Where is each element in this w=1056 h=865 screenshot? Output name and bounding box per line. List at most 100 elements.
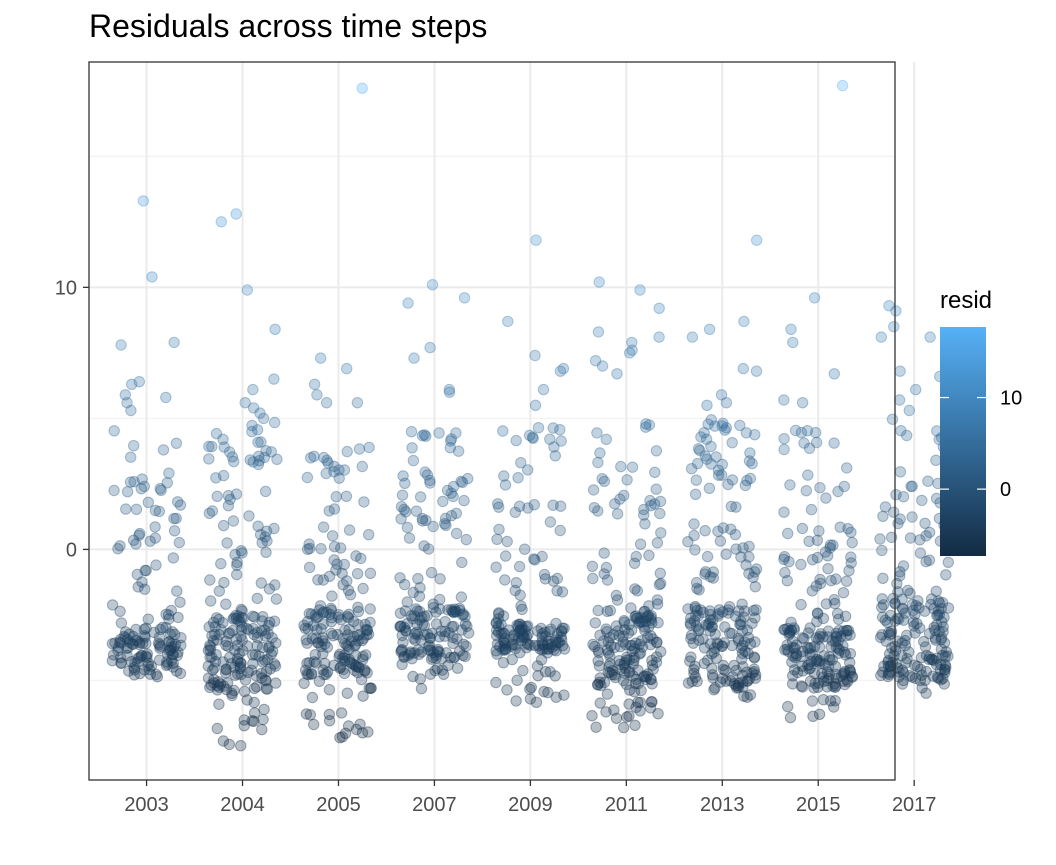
data-point: [325, 604, 338, 616]
data-point: [497, 610, 510, 622]
data-point: [127, 638, 139, 650]
x-tick-label: 2003: [124, 794, 169, 816]
data-point: [802, 469, 814, 481]
data-point: [174, 596, 186, 608]
data-point: [255, 667, 268, 680]
data-point: [491, 624, 503, 636]
data-point: [736, 647, 749, 660]
data-point: [506, 653, 518, 666]
data-point: [839, 678, 851, 691]
data-point: [512, 631, 525, 644]
data-point: [691, 675, 703, 688]
data-point: [203, 453, 215, 465]
data-point: [134, 667, 146, 680]
data-point: [789, 651, 801, 664]
data-point: [619, 638, 632, 651]
data-point: [781, 643, 793, 656]
data-point: [590, 721, 602, 733]
data-point: [507, 638, 519, 651]
data-point: [431, 645, 444, 657]
data-point: [330, 564, 342, 576]
data-point: [932, 609, 944, 621]
data-point: [172, 496, 184, 508]
data-point: [934, 658, 947, 671]
data-point: [939, 667, 951, 679]
data-point: [638, 509, 650, 521]
data-point: [222, 500, 235, 512]
data-point: [425, 566, 438, 579]
data-point: [804, 648, 816, 660]
data-point: [720, 422, 732, 434]
data-point: [306, 691, 319, 704]
data-point: [395, 644, 408, 657]
data-point: [639, 518, 651, 530]
data-point: [830, 630, 842, 643]
data-point: [587, 572, 599, 585]
data-point: [801, 641, 814, 654]
data-point: [544, 433, 556, 445]
data-point: [904, 532, 917, 544]
data-point: [737, 542, 749, 554]
data-point: [901, 429, 913, 442]
data-point: [311, 624, 323, 636]
data-point: [450, 507, 462, 519]
data-point: [608, 669, 621, 681]
data-point: [227, 613, 239, 625]
data-point: [596, 360, 609, 372]
data-point: [153, 639, 166, 651]
data-point: [141, 648, 154, 660]
data-point: [890, 658, 902, 670]
data-point: [539, 626, 551, 638]
data-point: [220, 635, 232, 648]
data-point: [938, 611, 950, 624]
data-point: [896, 649, 908, 662]
data-point: [936, 597, 949, 609]
data-point: [119, 626, 132, 638]
data-point: [929, 634, 942, 646]
data-point: [303, 561, 316, 574]
data-point: [604, 632, 616, 644]
data-point: [312, 574, 324, 586]
data-point: [840, 624, 853, 637]
data-point: [260, 546, 272, 558]
data-point: [796, 681, 809, 693]
data-point: [545, 623, 557, 635]
data-point: [264, 663, 277, 675]
x-tick-label: 2009: [508, 794, 553, 816]
data-point: [737, 661, 749, 673]
data-point: [891, 612, 904, 625]
data-point: [416, 512, 429, 525]
data-point: [726, 627, 738, 640]
data-point: [447, 606, 459, 618]
data-point: [543, 626, 555, 638]
data-point: [749, 672, 762, 684]
data-point: [256, 641, 269, 654]
data-point: [909, 608, 921, 621]
data-point: [554, 524, 566, 537]
data-point: [606, 668, 618, 681]
data-point: [362, 726, 374, 738]
data-point: [208, 662, 221, 674]
data-point: [462, 472, 474, 485]
data-point: [919, 517, 931, 529]
data-point: [254, 528, 267, 541]
data-points: [106, 79, 955, 752]
data-point: [136, 473, 148, 485]
data-point: [608, 641, 621, 654]
data-point: [603, 660, 615, 673]
data-point: [328, 541, 341, 553]
data-point: [555, 500, 567, 512]
data-point: [161, 477, 174, 489]
data-point: [606, 665, 619, 677]
data-point: [235, 630, 247, 642]
data-point: [524, 639, 536, 651]
data-point: [895, 425, 907, 437]
data-point: [211, 684, 224, 696]
data-point: [398, 650, 411, 663]
data-point: [638, 670, 650, 682]
data-point: [241, 284, 254, 296]
data-point: [501, 684, 513, 696]
data-point: [326, 590, 338, 602]
data-point: [717, 659, 729, 672]
data-point: [317, 607, 329, 619]
